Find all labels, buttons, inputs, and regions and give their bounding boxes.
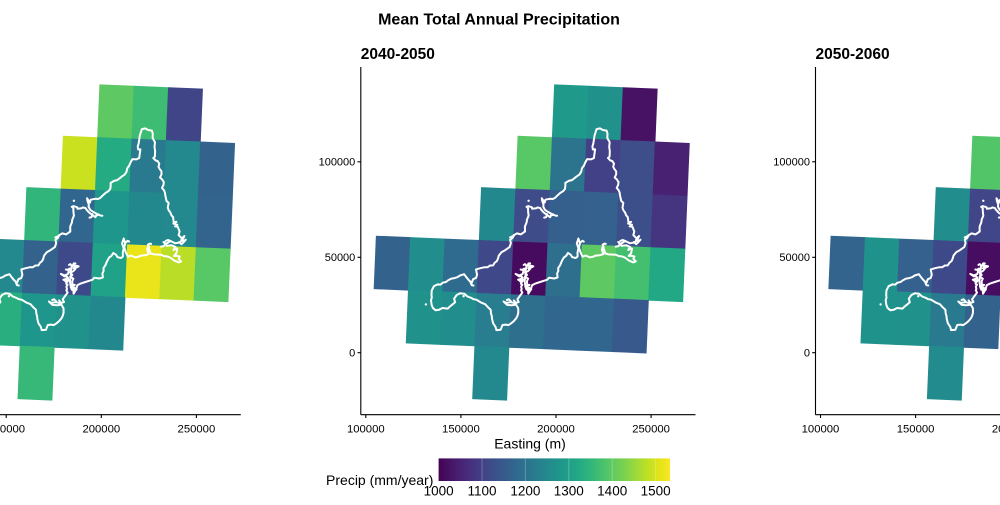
svg-text:100000: 100000 bbox=[319, 157, 356, 169]
svg-text:Precip (mm/year): Precip (mm/year) bbox=[326, 472, 433, 488]
svg-text:150000: 150000 bbox=[897, 423, 935, 435]
svg-text:0: 0 bbox=[349, 348, 355, 360]
svg-text:1500: 1500 bbox=[641, 483, 671, 498]
svg-text:1300: 1300 bbox=[554, 483, 584, 498]
svg-text:250000: 250000 bbox=[178, 423, 216, 435]
svg-text:200000: 200000 bbox=[82, 423, 120, 435]
svg-text:250000: 250000 bbox=[632, 423, 670, 435]
svg-text:200000: 200000 bbox=[537, 423, 575, 435]
svg-text:100000: 100000 bbox=[773, 157, 810, 169]
svg-text:50000: 50000 bbox=[779, 252, 810, 264]
svg-text:1100: 1100 bbox=[467, 483, 496, 498]
svg-text:50000: 50000 bbox=[325, 252, 356, 264]
svg-text:200000: 200000 bbox=[992, 423, 1000, 435]
svg-text:2050-2060: 2050-2060 bbox=[816, 46, 890, 63]
svg-text:2040-2050: 2040-2050 bbox=[361, 46, 435, 63]
svg-text:Mean Total Annual Precipitatio: Mean Total Annual Precipitation bbox=[378, 12, 620, 29]
svg-text:100000: 100000 bbox=[802, 423, 840, 435]
svg-text:Easting (m): Easting (m) bbox=[494, 436, 566, 452]
svg-text:0: 0 bbox=[804, 348, 810, 360]
svg-text:1000: 1000 bbox=[424, 483, 454, 498]
svg-text:100000: 100000 bbox=[347, 423, 385, 435]
svg-text:1200: 1200 bbox=[510, 483, 540, 498]
svg-text:150000: 150000 bbox=[442, 423, 480, 435]
svg-text:150000: 150000 bbox=[0, 423, 25, 435]
svg-text:1400: 1400 bbox=[597, 483, 627, 498]
